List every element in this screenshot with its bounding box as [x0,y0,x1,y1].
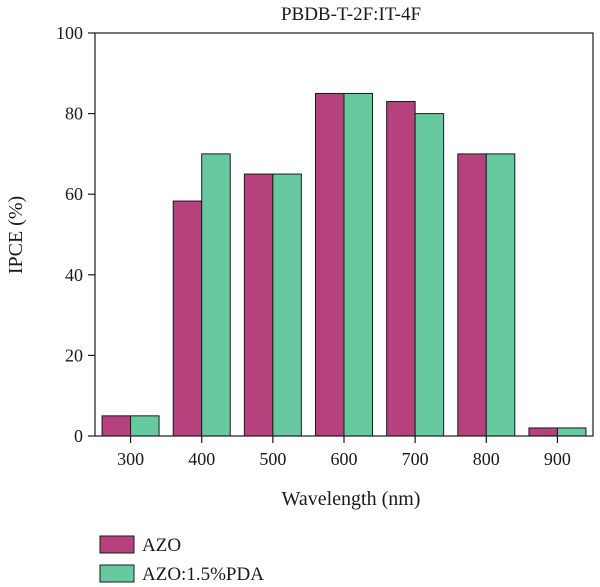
bar-azo-pda-500 [272,173,302,437]
bar-azo-pda-600 [343,92,373,437]
x-tick-label: 900 [544,449,571,469]
x-tick-label: 500 [259,449,286,469]
bar-azo-pda-700 [414,113,445,437]
bar-azo-500 [243,173,274,437]
y-tick-label: 60 [65,184,83,204]
bar-azo-pda-900 [556,427,587,437]
y-tick-label: 20 [65,345,83,365]
x-tick-label: 800 [473,449,500,469]
x-axis-label: Wavelength (nm) [282,488,421,510]
legend-label-azo: AZO [142,535,181,556]
x-tick-label: 300 [117,449,144,469]
y-tick-label: 40 [65,265,83,285]
axis-ticks: 0 20 40 60 80 100 300 400 500 600 700 800 900 [56,23,571,469]
y-tick-label: 100 [56,23,83,43]
bars [101,92,587,437]
x-tick-label: 600 [331,449,358,469]
bar-azo-pda-400 [201,153,231,437]
bar-azo-300 [101,415,132,437]
legend-swatch-azo-pda [99,564,135,583]
bar-azo-800 [457,153,487,437]
bar-azo-400 [172,200,203,437]
bar-azo-pda-800 [485,153,516,437]
x-tick-label: 400 [188,449,215,469]
bar-azo-600 [315,92,345,437]
legend: AZO AZO:1.5%PDA [99,535,264,585]
legend-swatch-azo [99,535,135,554]
legend-label-azo-pda: AZO:1.5%PDA [142,564,264,585]
x-tick-label: 700 [402,449,429,469]
y-axis-label: IPCE (%) [5,196,27,274]
chart-title: PBDB-T-2F:IT-4F [281,4,421,25]
y-tick-label: 0 [74,426,83,446]
bar-azo-700 [386,101,416,437]
plot-frame [94,32,594,437]
y-tick-label: 80 [65,104,83,124]
bar-azo-pda-300 [130,415,160,437]
bar-azo-900 [528,427,558,437]
